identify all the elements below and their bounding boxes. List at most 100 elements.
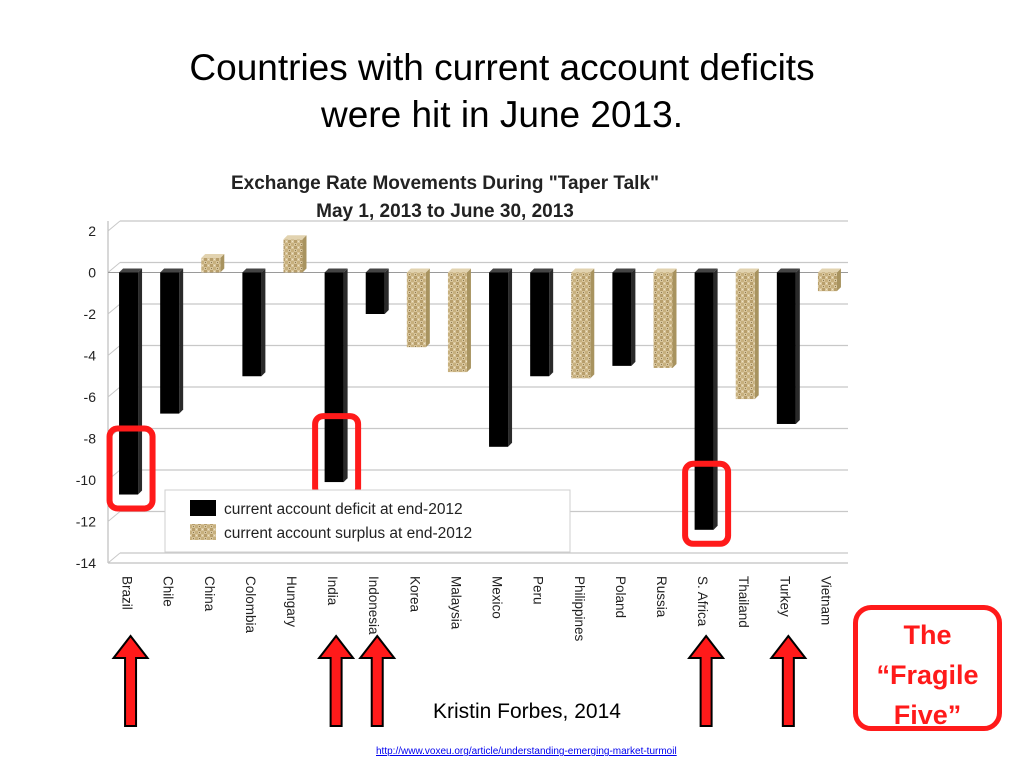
author-credit: Kristin Forbes, 2014: [433, 700, 621, 723]
up-arrow-turkey: [769, 634, 808, 727]
bar-top: [447, 268, 471, 273]
chart-title: Exchange Rate Movements During "Taper Ta…: [231, 173, 659, 194]
bar-side: [672, 268, 677, 368]
bar-side: [466, 268, 471, 373]
legend-label-surplus: current account surplus at end-2012: [224, 525, 472, 542]
bar-face: [571, 272, 591, 379]
chart-legend: current account deficit at end-2012 curre…: [164, 489, 571, 553]
bar-side: [261, 268, 266, 377]
x-tick-label-philippines: Philippines: [572, 576, 587, 642]
x-tick-label-s-africa: S. Africa: [695, 576, 710, 627]
x-tick-label-colombia: Colombia: [243, 576, 258, 634]
highlight-box-s-africa: [682, 460, 732, 547]
x-tick-label-india: India: [325, 576, 340, 606]
chart-subtitle: May 1, 2013 to June 30, 2013: [316, 201, 574, 222]
bar-top: [489, 268, 513, 273]
bar-side: [425, 268, 430, 348]
bar-hungary: [283, 235, 307, 273]
bar-side: [713, 268, 718, 530]
legend-box: [164, 489, 571, 553]
legend-swatch-surplus: [190, 524, 216, 540]
y-tick-label: -6: [84, 389, 97, 405]
bar-top: [817, 268, 841, 273]
bar-face: [242, 272, 262, 377]
bar-face: [653, 272, 673, 368]
bar-side: [631, 268, 636, 366]
y-tick-label: -2: [84, 306, 97, 322]
gridline-depth: [107, 220, 121, 232]
gridline-depth: [107, 303, 121, 315]
highlight-arrows: [111, 634, 808, 727]
bar-top: [571, 268, 595, 273]
bar-russia: [653, 268, 677, 368]
bar-face: [119, 272, 139, 495]
gridline-depth: [107, 386, 121, 398]
legend-swatch-deficit: [190, 500, 216, 516]
slide-title-line-2: were hit in June 2013.: [320, 94, 683, 135]
y-tick-label: -8: [84, 431, 97, 447]
bar-mexico: [489, 268, 513, 447]
bar-side: [220, 253, 225, 273]
x-tick-label-peru: Peru: [531, 576, 546, 605]
bar-top: [201, 253, 225, 258]
bar-top: [283, 235, 307, 240]
bar-side: [795, 268, 800, 424]
bar-face: [489, 272, 509, 447]
bar-china: [201, 253, 225, 273]
y-tick-label: -10: [76, 472, 96, 488]
bar-face: [694, 272, 714, 530]
bar-chile: [160, 268, 184, 414]
slide-title: Countries with current account deficits …: [0, 44, 1004, 138]
bar-s-africa: [694, 268, 718, 530]
bar-face: [406, 272, 426, 348]
y-tick-labels: 2 0 -2 -4 -6 -8 -10 -12 -14: [76, 223, 96, 571]
bar-face: [160, 272, 180, 414]
x-tick-label-vietnam: Vietnam: [818, 576, 833, 625]
bar-peru: [530, 268, 554, 377]
bar-face: [776, 272, 796, 424]
bar-face: [365, 272, 385, 314]
bar-side: [179, 268, 184, 414]
legend-label-deficit: current account deficit at end-2012: [224, 501, 463, 518]
bar-face: [817, 272, 837, 292]
highlight-box-brazil: [106, 425, 156, 512]
fragile-five-callout: The “Fragile Five”: [853, 605, 1002, 731]
bar-face: [283, 239, 303, 273]
bar-side: [343, 268, 348, 483]
bar-colombia: [242, 268, 266, 377]
bar-korea: [406, 268, 430, 348]
bar-top: [612, 268, 636, 273]
x-tick-label-brazil: Brazil: [120, 576, 135, 610]
bar-vietnam: [817, 268, 841, 292]
callout-line-2: “Fragile: [876, 660, 979, 690]
gridline-depth: [107, 345, 121, 356]
bar-top: [530, 268, 554, 273]
bar-face: [447, 272, 467, 373]
bar-turkey: [776, 268, 800, 424]
y-tick-label: 2: [88, 223, 96, 239]
up-arrow-india: [317, 634, 356, 727]
bar-face: [612, 272, 632, 366]
x-tick-label-malaysia: Malaysia: [448, 576, 463, 630]
bar-side: [384, 268, 389, 314]
bar-top: [735, 268, 759, 273]
bar-india: [324, 268, 348, 483]
bar-top: [406, 268, 430, 273]
bar-malaysia: [447, 268, 471, 373]
bar-face: [530, 272, 550, 377]
x-tick-label-russia: Russia: [654, 576, 669, 618]
up-arrow-indonesia: [358, 634, 397, 727]
callout-line-3: Five”: [893, 700, 962, 730]
y-tick-label: -14: [76, 555, 96, 571]
bar-top: [694, 268, 718, 273]
bar-side: [508, 268, 513, 447]
bar-side: [138, 268, 143, 495]
callout-line-1: The: [903, 620, 952, 650]
source-link[interactable]: http://www.voxeu.org/article/understandi…: [376, 746, 677, 757]
bar-top: [365, 268, 389, 273]
x-tick-label-hungary: Hungary: [284, 576, 299, 627]
bar-top: [242, 268, 266, 273]
gridline-depth: [107, 552, 121, 564]
x-tick-label-mexico: Mexico: [490, 576, 505, 619]
